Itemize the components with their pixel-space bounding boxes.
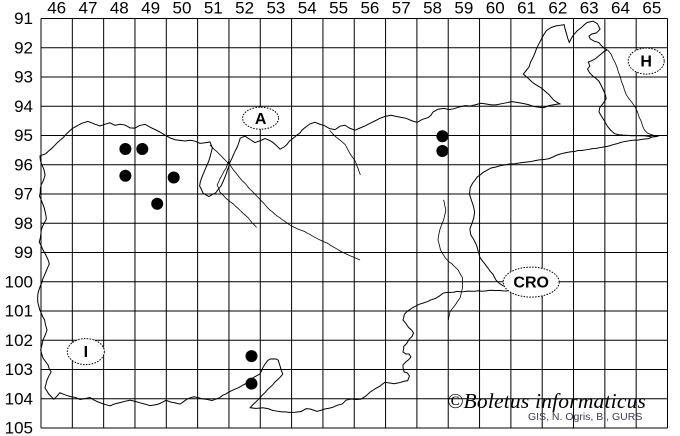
svg-text:56: 56 bbox=[360, 0, 379, 18]
svg-text:62: 62 bbox=[548, 0, 567, 18]
svg-text:96: 96 bbox=[14, 155, 33, 174]
svg-text:91: 91 bbox=[14, 9, 33, 28]
svg-text:93: 93 bbox=[14, 68, 33, 87]
svg-text:100: 100 bbox=[5, 272, 33, 291]
svg-text:97: 97 bbox=[14, 185, 33, 204]
svg-text:65: 65 bbox=[642, 0, 661, 18]
svg-text:H: H bbox=[640, 54, 652, 71]
svg-text:60: 60 bbox=[486, 0, 505, 18]
svg-text:94: 94 bbox=[14, 97, 33, 116]
svg-text:52: 52 bbox=[235, 0, 254, 18]
svg-text:99: 99 bbox=[14, 243, 33, 262]
svg-text:A: A bbox=[255, 111, 267, 128]
svg-text:61: 61 bbox=[517, 0, 536, 18]
svg-text:103: 103 bbox=[5, 360, 33, 379]
svg-text:95: 95 bbox=[14, 126, 33, 145]
svg-text:58: 58 bbox=[423, 0, 442, 18]
svg-text:64: 64 bbox=[611, 0, 630, 18]
svg-text:92: 92 bbox=[14, 38, 33, 57]
svg-text:54: 54 bbox=[298, 0, 317, 18]
svg-text:63: 63 bbox=[580, 0, 599, 18]
svg-text:49: 49 bbox=[141, 0, 160, 18]
svg-text:98: 98 bbox=[14, 214, 33, 233]
svg-text:53: 53 bbox=[266, 0, 285, 18]
svg-text:47: 47 bbox=[79, 0, 98, 18]
svg-text:102: 102 bbox=[5, 331, 33, 350]
svg-text:46: 46 bbox=[47, 0, 66, 18]
svg-text:101: 101 bbox=[5, 302, 33, 321]
svg-text:57: 57 bbox=[392, 0, 411, 18]
svg-text:105: 105 bbox=[5, 419, 33, 436]
svg-text:51: 51 bbox=[204, 0, 223, 18]
svg-text:I: I bbox=[84, 344, 88, 361]
svg-text:59: 59 bbox=[454, 0, 473, 18]
svg-text:48: 48 bbox=[110, 0, 129, 18]
svg-text:55: 55 bbox=[329, 0, 348, 18]
svg-text:CRO: CRO bbox=[513, 275, 549, 292]
svg-text:50: 50 bbox=[172, 0, 191, 18]
svg-text:104: 104 bbox=[5, 389, 33, 408]
